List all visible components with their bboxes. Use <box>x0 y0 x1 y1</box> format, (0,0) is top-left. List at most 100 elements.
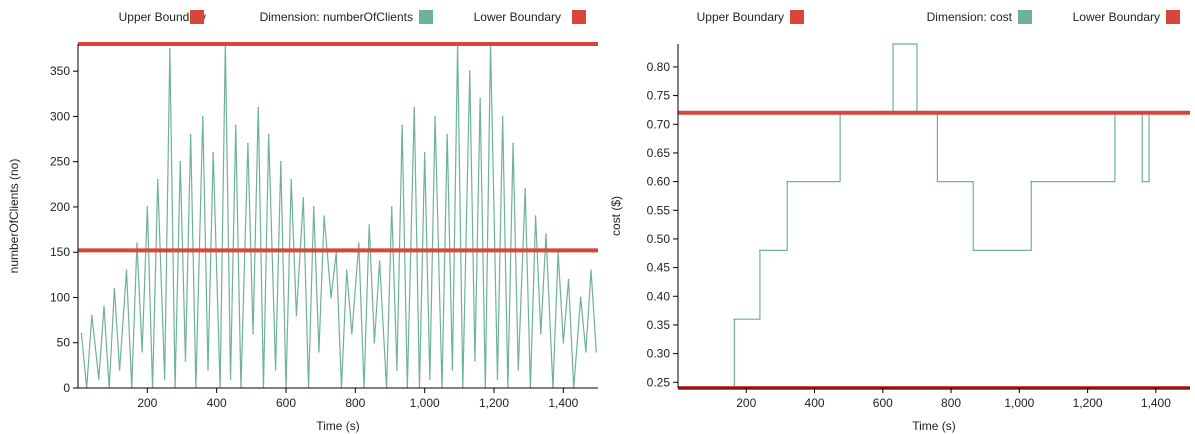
series-point <box>358 242 360 244</box>
y-tick-label: 150 <box>50 245 70 259</box>
series-point <box>585 350 587 353</box>
x-tick-label: 800 <box>345 396 365 410</box>
series-point <box>423 151 426 154</box>
series-point <box>786 180 789 183</box>
series-point <box>252 332 254 335</box>
x-axis-title: Time (s) <box>316 419 360 433</box>
x-axis-title: Time (s) <box>912 419 956 433</box>
x-tick-label: 200 <box>137 396 157 410</box>
y-tick-label: 50 <box>57 336 71 350</box>
series-point <box>247 142 249 145</box>
series-point <box>501 115 504 118</box>
legend-swatch-upper <box>190 10 204 24</box>
series-point <box>540 332 542 335</box>
series-point <box>295 314 298 317</box>
series-point <box>368 224 371 226</box>
series-point <box>474 360 476 362</box>
series-point <box>512 142 514 145</box>
legend-swatch-upper <box>790 10 804 24</box>
series-point <box>290 178 293 181</box>
x-tick-label: 800 <box>941 396 961 410</box>
y-tick-label: 0.45 <box>647 261 671 275</box>
series-point <box>517 369 520 371</box>
series-point <box>1030 180 1033 183</box>
series-point <box>468 70 471 72</box>
series-point <box>212 151 214 154</box>
legend-label-upper: Upper Boundary <box>697 10 784 24</box>
series-point <box>892 43 894 45</box>
series-point <box>267 133 270 136</box>
y-tick-label: 100 <box>50 290 70 304</box>
legend-label-lower: Lower Boundary <box>474 10 561 24</box>
y-tick-label: 200 <box>50 200 70 214</box>
y-tick-label: 0.40 <box>647 289 671 303</box>
x-tick-label: 400 <box>805 396 825 410</box>
y-tick-label: 0.50 <box>647 232 671 246</box>
x-tick-label: 1,200 <box>479 396 509 410</box>
legend-label-series: Dimension: cost <box>927 10 1013 24</box>
legend-swatch-series <box>419 10 433 24</box>
legend-swatch-lower <box>572 10 586 24</box>
x-tick-label: 200 <box>736 396 756 410</box>
y-tick-label: 0.30 <box>647 347 671 361</box>
series-point <box>378 260 381 263</box>
series-point <box>345 269 348 272</box>
x-tick-label: 1,000 <box>1004 396 1034 410</box>
series-point <box>91 314 93 317</box>
series-point <box>323 215 325 217</box>
x-tick-label: 600 <box>873 396 893 410</box>
series-point <box>113 287 116 290</box>
series-point <box>163 378 166 380</box>
series-point <box>562 341 565 344</box>
y-axis-title: cost ($) <box>609 196 623 236</box>
legend-label-upper: Upper Boundary <box>119 10 206 24</box>
x-tick-label: 600 <box>276 396 296 410</box>
series-point <box>595 350 598 353</box>
series-point <box>401 124 403 127</box>
series-point <box>202 115 204 118</box>
series-point <box>524 188 526 190</box>
series-point <box>936 180 939 183</box>
series-point <box>318 350 320 353</box>
y-tick-label: 0 <box>63 381 70 395</box>
series-point <box>156 178 159 181</box>
series-point <box>169 47 171 50</box>
series-point <box>234 124 237 127</box>
series-line <box>80 43 597 388</box>
series-point <box>567 278 570 281</box>
x-tick-label: 1,400 <box>1141 396 1171 410</box>
series-point <box>330 296 332 299</box>
series-point <box>479 97 481 100</box>
series-point <box>118 369 121 371</box>
y-tick-label: 0.75 <box>647 89 671 103</box>
series-point <box>274 369 277 371</box>
series-point <box>972 249 975 252</box>
series-point <box>184 360 187 362</box>
series-point <box>451 369 454 371</box>
series-point <box>1141 180 1144 183</box>
legend-label-lower: Lower Boundary <box>1073 10 1160 24</box>
y-tick-label: 0.70 <box>647 117 671 131</box>
series-point <box>229 378 232 380</box>
series-point <box>534 215 537 217</box>
y-tick-label: 0.55 <box>647 203 671 217</box>
series-point <box>302 197 305 199</box>
series-point <box>413 106 416 109</box>
series-point <box>545 233 547 235</box>
series-point <box>351 332 353 335</box>
y-axis-title: numberOfClients (no) <box>7 159 21 274</box>
legend-swatch-lower <box>1166 10 1180 24</box>
y-tick-label: 0.60 <box>647 175 671 189</box>
series-point <box>373 341 376 344</box>
series-point <box>396 369 398 371</box>
series-line <box>733 43 1190 388</box>
series-point <box>759 249 761 252</box>
series-point <box>136 242 138 244</box>
y-tick-label: 0.80 <box>647 60 671 74</box>
series-point <box>579 296 582 299</box>
x-tick-label: 1,000 <box>410 396 440 410</box>
y-tick-label: 0.65 <box>647 146 671 160</box>
series-point <box>496 378 499 380</box>
